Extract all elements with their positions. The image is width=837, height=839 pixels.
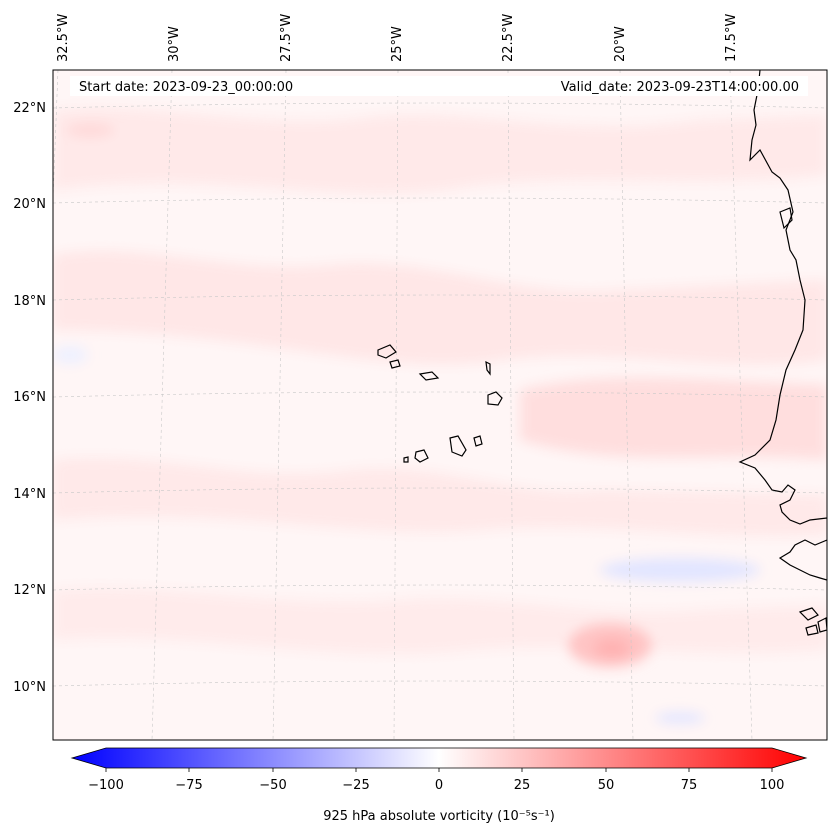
- positive-vorticity-band-south: [53, 458, 827, 536]
- fogo-island: [414, 449, 429, 463]
- colorbar: −100 −75 −50 −25 0 25 50 75 100 925 hPa …: [70, 747, 808, 824]
- longitude-label: 17.5°W: [724, 14, 739, 62]
- sal-island: [485, 360, 491, 376]
- date-banner: [70, 76, 808, 96]
- parallel-12n: [53, 584, 827, 591]
- longitude-label: 30°W: [167, 26, 182, 62]
- west-africa-coastline: [738, 70, 827, 525]
- parallel-16n: [53, 391, 827, 398]
- latitude-label: 12°N: [13, 583, 46, 598]
- meridian-22-5w: [507, 70, 515, 740]
- colorbar-tick-label: 100: [760, 778, 785, 793]
- maio-island: [473, 435, 483, 447]
- graticule: [53, 70, 827, 740]
- latitude-label: 14°N: [13, 487, 46, 502]
- positive-vorticity-spot: [65, 122, 115, 138]
- positive-vorticity-band-north: [53, 107, 827, 194]
- latitude-label: 18°N: [13, 294, 46, 309]
- latitude-label: 10°N: [13, 680, 46, 695]
- latitude-label: 22°N: [13, 101, 46, 116]
- colorbar-title: 925 hPa absolute vorticity (10⁻⁵s⁻¹): [323, 809, 555, 824]
- sao-vicente-island: [389, 359, 401, 369]
- longitude-label: 27.5°W: [279, 14, 294, 62]
- longitude-labels: 32.5°W 30°W 27.5°W 25°W 22.5°W 20°W 17.5…: [56, 14, 739, 62]
- negative-vorticity-patch-south: [655, 712, 705, 724]
- colorbar-ticks: [105, 768, 773, 772]
- colorbar-gradient: [70, 747, 808, 769]
- meridian-30w: [151, 70, 173, 740]
- map-panel: Start date: 2023-09-23_00:00:00 Valid_da…: [52, 69, 828, 741]
- latitude-label: 20°N: [13, 197, 46, 212]
- meridian-27-5w: [272, 70, 287, 740]
- start-date-label: Start date: 2023-09-23_00:00:00: [79, 80, 293, 95]
- latitude-labels: 22°N 20°N 18°N 16°N 14°N 12°N 10°N: [13, 101, 46, 695]
- colorbar-tick-labels: −100 −75 −50 −25 0 25 50 75 100: [88, 778, 784, 793]
- meridian-17-5w: [729, 70, 753, 740]
- map-frame: [52, 69, 828, 741]
- coastlines: [377, 70, 827, 636]
- negative-vorticity-patch-west: [53, 346, 88, 364]
- boa-vista-island: [487, 391, 503, 406]
- negative-vorticity-trough: [600, 558, 760, 582]
- meridian-20w: [619, 70, 634, 740]
- longitude-label: 20°W: [613, 26, 628, 62]
- positive-vorticity-core: [594, 638, 630, 658]
- guinea-bissau-coastline: [778, 539, 827, 581]
- positive-vorticity-band-mid: [53, 251, 827, 365]
- colorbar-tick-label: −50: [259, 778, 286, 793]
- colorbar-tick-label: 50: [598, 778, 615, 793]
- positive-vorticity-band-east: [520, 378, 827, 460]
- brava-island: [403, 456, 409, 463]
- parallel-10n: [53, 680, 827, 687]
- longitude-label: 22.5°W: [501, 14, 516, 62]
- sao-nicolau-island: [418, 371, 440, 381]
- latitude-label: 16°N: [13, 390, 46, 405]
- parallel-14n: [53, 487, 827, 494]
- colorbar-tick-label: 25: [514, 778, 531, 793]
- santo-antao-island: [377, 344, 397, 359]
- guinea-islands: [798, 607, 827, 636]
- colorbar-tick-label: 75: [681, 778, 698, 793]
- colorbar-tick-label: 0: [435, 778, 443, 793]
- parallel-22n: [53, 102, 827, 109]
- meridian-25w: [393, 70, 399, 740]
- parallel-18n: [53, 294, 827, 301]
- colorbar-tick-label: −25: [342, 778, 369, 793]
- longitude-label: 25°W: [390, 26, 405, 62]
- colorbar-tick-label: −100: [88, 778, 124, 793]
- parallel-20n: [53, 197, 827, 204]
- colorbar-tick-label: −75: [175, 778, 202, 793]
- dakar-peninsula: [779, 207, 793, 230]
- valid-date-label: Valid_date: 2023-09-23T14:00:00.00: [561, 80, 799, 95]
- santiago-island: [449, 435, 467, 457]
- longitude-label: 32.5°W: [56, 14, 71, 62]
